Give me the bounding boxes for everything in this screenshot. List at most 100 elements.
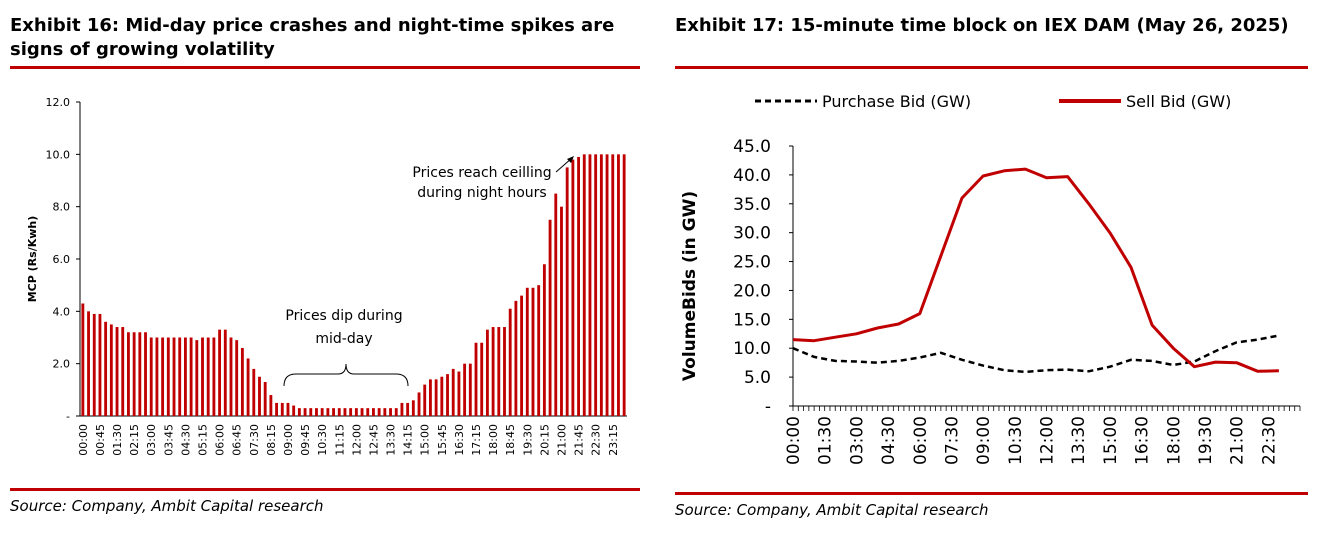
left-x-tick-label: 12:45 — [367, 424, 380, 456]
left-bar — [109, 324, 113, 416]
left-bar — [611, 154, 615, 416]
right-x-tick-label: 04:30 — [879, 416, 899, 465]
left-bar — [389, 408, 392, 416]
left-x-tick-label: 13:30 — [385, 424, 398, 456]
left-bar — [605, 154, 609, 416]
left-bar — [577, 156, 580, 416]
left-bar — [571, 159, 575, 417]
left-bar — [594, 154, 598, 416]
left-bar — [81, 303, 85, 416]
left-bar — [491, 327, 495, 416]
left-bar — [428, 379, 432, 416]
annotation-dip-brace — [283, 363, 409, 387]
left-bar — [468, 363, 472, 416]
left-bar — [537, 285, 541, 416]
left-bar — [531, 287, 535, 416]
right-x-tick-label: 19:30 — [1196, 416, 1216, 465]
left-source-rule — [10, 488, 640, 491]
left-x-tick-label: 15:00 — [419, 424, 432, 456]
left-bar — [166, 337, 170, 416]
right-x-tick-label: 16:30 — [1133, 416, 1153, 465]
left-y-tick-label: 4.0 — [53, 305, 71, 318]
left-bar — [332, 408, 335, 416]
left-x-tick-label: 18:45 — [504, 424, 517, 456]
left-y-tick-label: 6.0 — [53, 253, 71, 266]
left-x-tick-label: 20:15 — [538, 424, 551, 456]
left-bar — [520, 295, 524, 416]
left-x-tick-label: 02:15 — [128, 424, 141, 456]
annotation-ceiling-line2: during night hours — [417, 185, 546, 201]
left-bar — [599, 154, 603, 416]
right-x-tick-label: 13:30 — [1069, 416, 1089, 465]
left-bar — [354, 408, 358, 416]
left-x-tick-label: 15:45 — [436, 424, 449, 456]
legend-sell-label: Sell Bid (GW) — [1126, 92, 1231, 111]
left-x-tick-label: 07:30 — [248, 424, 261, 456]
left-bar — [474, 342, 478, 416]
left-x-tick-label: 17:15 — [470, 424, 483, 456]
left-bar — [286, 402, 290, 416]
left-bar — [183, 337, 187, 416]
left-bar — [525, 287, 529, 416]
left-bar — [411, 400, 415, 416]
left-bar — [121, 327, 125, 416]
right-y-tick-label: 35.0 — [733, 195, 771, 215]
right-x-tick-label: 09:00 — [974, 416, 994, 465]
legend-purchase-label: Purchase Bid (GW) — [822, 92, 971, 111]
left-bar — [309, 408, 313, 416]
left-y-tick-label: 12.0 — [46, 96, 71, 109]
left-x-tick-label: 14:15 — [402, 424, 415, 456]
right-line-chart: Purchase Bid (GW) Sell Bid (GW) - 5.0 10.0 15… — [680, 92, 1301, 465]
left-source-note: Source: Company, Ambit Capital research — [10, 497, 324, 515]
left-x-tick-label: 05:15 — [197, 424, 210, 456]
annotation-dip-line2: mid-day — [315, 331, 372, 347]
right-y-tick-label: 25.0 — [733, 253, 771, 273]
right-x-tick-label: 15:00 — [1101, 416, 1121, 465]
left-bar — [400, 402, 404, 416]
left-bar — [127, 332, 130, 416]
left-x-tick-label: 03:45 — [162, 424, 175, 456]
left-bar — [343, 408, 347, 416]
left-x-tick-label: 08:15 — [265, 424, 278, 456]
right-title-rule — [675, 66, 1308, 69]
left-bar — [503, 327, 506, 416]
right-source-note: Source: Company, Ambit Capital research — [675, 501, 989, 519]
left-bar — [252, 368, 256, 416]
left-bar-chart: - 2.0 4.0 6.0 8.0 10.0 12.0 MCP (Rs/Kwh) 00:00 00… — [26, 96, 627, 456]
left-bar — [104, 321, 108, 416]
left-bar — [560, 206, 563, 416]
left-x-tick-label: 16:30 — [453, 424, 466, 456]
left-y-axis-label: MCP (Rs/Kwh) — [26, 216, 39, 303]
right-y-tick-label: 15.0 — [733, 310, 771, 330]
left-bar — [218, 329, 222, 416]
left-bar — [292, 405, 296, 416]
left-y-tick-label: 8.0 — [53, 201, 71, 214]
left-bar — [485, 329, 489, 416]
left-bar — [377, 408, 381, 416]
left-bar — [315, 408, 318, 416]
right-y-tick-label: 40.0 — [733, 166, 771, 186]
left-bar — [195, 340, 199, 416]
left-x-tick-label: 19:30 — [521, 424, 534, 456]
right-y-tick-label: 10.0 — [733, 339, 771, 359]
left-x-tick-label: 04:30 — [179, 424, 192, 456]
left-bar — [297, 408, 301, 416]
left-bar — [223, 329, 227, 416]
left-bar — [263, 381, 267, 416]
annotation-ceiling-arrowhead — [567, 156, 574, 163]
right-x-tick-label: 01:30 — [816, 416, 836, 465]
left-bar — [144, 332, 147, 416]
left-bar — [440, 376, 444, 416]
left-bar — [206, 337, 210, 416]
right-y-tick-label: - — [765, 397, 771, 417]
left-bar — [275, 402, 279, 416]
left-y-tick-label: - — [66, 410, 70, 423]
left-bar — [423, 384, 427, 416]
left-bar — [337, 408, 341, 416]
left-bar — [457, 371, 461, 416]
left-y-tick-label: 2.0 — [53, 358, 71, 371]
left-bar — [155, 337, 159, 416]
left-bar — [451, 368, 455, 416]
right-y-tick-label: 20.0 — [733, 281, 771, 301]
purchase-bid-line — [792, 334, 1280, 374]
